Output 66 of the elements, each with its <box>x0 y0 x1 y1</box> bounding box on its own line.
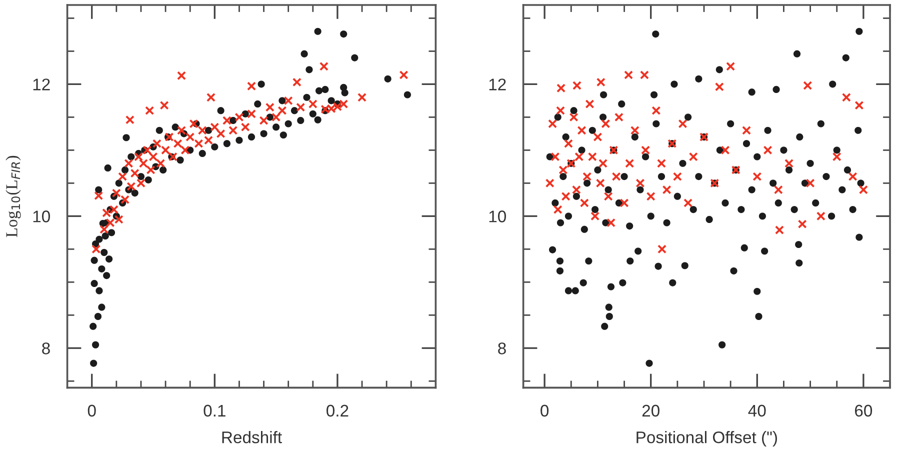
point <box>246 109 256 118</box>
point <box>176 71 186 80</box>
point <box>358 92 367 102</box>
point <box>176 126 186 135</box>
point <box>142 146 152 155</box>
point <box>222 116 232 125</box>
x-tick-label: 20 <box>642 404 660 417</box>
point <box>173 139 182 148</box>
x-axis-title: Redshift <box>222 431 282 444</box>
point <box>146 165 156 174</box>
point <box>124 158 134 168</box>
point <box>189 119 198 128</box>
y-axis-title: Log$_{10}$(L$_{FIR}$) <box>6 156 21 238</box>
point <box>234 112 244 122</box>
point <box>186 132 195 142</box>
point <box>125 115 134 124</box>
point <box>156 158 166 168</box>
y-tick-label: 10 <box>489 210 506 222</box>
point <box>204 136 214 145</box>
point <box>180 146 190 155</box>
point <box>278 106 287 116</box>
point <box>292 78 302 87</box>
point <box>138 158 148 168</box>
y-tick-label: 12 <box>33 78 50 90</box>
point <box>134 152 144 162</box>
point <box>145 106 154 116</box>
point <box>120 195 130 204</box>
point <box>94 191 104 200</box>
point <box>118 172 128 182</box>
point <box>210 122 220 132</box>
x-tick-label: 0 <box>88 404 96 417</box>
point <box>240 122 250 132</box>
point <box>126 182 136 191</box>
point <box>308 99 318 108</box>
x-tick-label: 0 <box>540 404 549 417</box>
point <box>194 139 204 148</box>
point <box>265 102 274 112</box>
point <box>284 96 293 106</box>
point <box>259 116 268 125</box>
y-tick-label: 8 <box>42 342 50 354</box>
point <box>100 224 109 234</box>
y-tick-label: 10 <box>33 210 50 222</box>
point <box>198 126 207 135</box>
point <box>136 178 146 188</box>
point <box>296 102 306 112</box>
y-tick-label: 8 <box>498 342 506 354</box>
point <box>92 244 101 254</box>
point <box>246 82 256 91</box>
y-tick-label: 12 <box>489 78 506 90</box>
point <box>206 92 216 102</box>
x-tick-label: 40 <box>748 404 766 417</box>
x-tick-label: 60 <box>855 404 872 417</box>
point <box>112 188 121 198</box>
point <box>152 139 162 148</box>
point <box>161 146 170 155</box>
point <box>319 62 328 71</box>
point <box>399 70 408 80</box>
x-tick-label: 0.2 <box>326 404 348 417</box>
x-tick-label: 0.1 <box>204 404 226 417</box>
point <box>160 100 169 110</box>
point <box>272 112 281 122</box>
x-axis-title: Positional Offset (") <box>636 431 777 447</box>
point <box>228 126 238 135</box>
point <box>216 129 226 138</box>
point <box>130 168 140 178</box>
point <box>148 152 158 162</box>
